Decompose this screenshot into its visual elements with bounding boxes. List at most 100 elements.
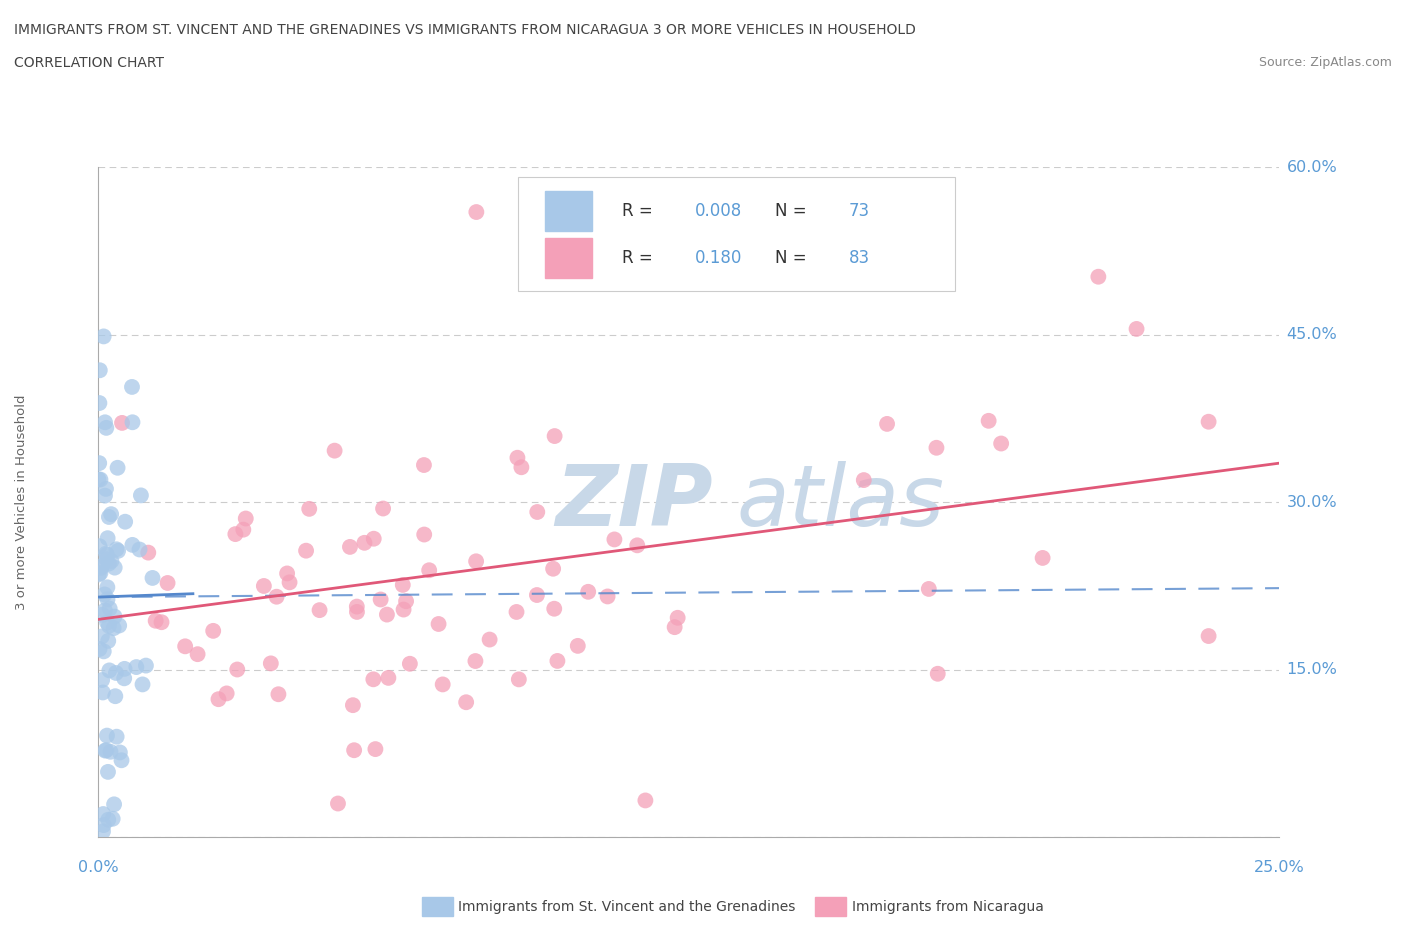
Point — [129, 488, 152, 503]
Text: 30.0%: 30.0% — [1286, 495, 1337, 510]
Point — [107, 460, 129, 475]
Point — [108, 618, 131, 633]
Point — [323, 444, 346, 458]
Point — [207, 692, 229, 707]
Point — [666, 610, 689, 625]
Point — [567, 638, 589, 653]
Point — [465, 554, 488, 569]
Text: 0.008: 0.008 — [695, 202, 742, 219]
Text: 15.0%: 15.0% — [1286, 662, 1337, 677]
Point — [91, 824, 114, 839]
Point — [526, 505, 548, 520]
Point — [596, 589, 619, 604]
Point — [94, 743, 117, 758]
Point — [413, 458, 436, 472]
Point — [93, 587, 115, 602]
Point — [276, 566, 298, 581]
Point — [89, 565, 111, 580]
Point — [432, 677, 454, 692]
Point — [108, 745, 131, 760]
Point — [510, 459, 533, 474]
Point — [202, 623, 225, 638]
Point — [96, 548, 118, 563]
Point — [464, 654, 486, 669]
Point — [89, 395, 111, 410]
Text: 45.0%: 45.0% — [1286, 327, 1337, 342]
Point — [876, 417, 898, 432]
Point — [94, 482, 117, 497]
Point — [107, 543, 129, 558]
Point — [103, 797, 125, 812]
Point — [506, 450, 529, 465]
Point — [174, 639, 197, 654]
Point — [97, 633, 120, 648]
Point — [98, 601, 121, 616]
Point — [927, 666, 949, 681]
Point — [603, 532, 626, 547]
Point — [626, 538, 648, 552]
Point — [427, 617, 450, 631]
Point — [977, 413, 1000, 428]
Point — [91, 672, 114, 687]
Text: CORRELATION CHART: CORRELATION CHART — [14, 56, 165, 70]
Point — [94, 488, 117, 503]
Point — [925, 440, 948, 455]
FancyBboxPatch shape — [517, 178, 955, 291]
Bar — [546, 191, 592, 231]
Point — [91, 607, 114, 622]
Point — [342, 698, 364, 712]
Point — [96, 420, 118, 435]
Point — [543, 602, 565, 617]
Point — [105, 542, 128, 557]
Text: 25.0%: 25.0% — [1254, 860, 1305, 875]
Text: IMMIGRANTS FROM ST. VINCENT AND THE GRENADINES VS IMMIGRANTS FROM NICARAGUA 3 OR: IMMIGRANTS FROM ST. VINCENT AND THE GREN… — [14, 23, 915, 37]
Point — [128, 542, 150, 557]
Point — [101, 811, 124, 826]
Point — [346, 604, 368, 619]
Point — [90, 629, 112, 644]
Point — [136, 545, 159, 560]
Point — [103, 620, 125, 635]
Text: 3 or more Vehicles in Household: 3 or more Vehicles in Household — [14, 394, 28, 610]
Point — [392, 602, 415, 617]
Bar — [546, 238, 592, 278]
Point — [94, 415, 117, 430]
Point — [395, 593, 418, 608]
Point — [456, 695, 478, 710]
Point — [100, 744, 122, 759]
Point — [505, 604, 527, 619]
Text: Immigrants from Nicaragua: Immigrants from Nicaragua — [852, 899, 1043, 914]
Point — [103, 609, 125, 624]
Point — [96, 615, 118, 630]
Text: Source: ZipAtlas.com: Source: ZipAtlas.com — [1258, 56, 1392, 69]
Point — [232, 523, 254, 538]
Point — [93, 329, 115, 344]
Point — [260, 656, 283, 671]
Point — [353, 536, 375, 551]
Point — [89, 456, 111, 471]
Text: R =: R = — [621, 202, 658, 219]
Point — [1198, 629, 1220, 644]
Point — [104, 689, 127, 704]
Point — [150, 615, 173, 630]
Point — [543, 429, 565, 444]
Point — [87, 567, 110, 582]
Point — [87, 472, 110, 486]
Point — [112, 671, 135, 685]
Point — [96, 728, 118, 743]
Point — [89, 363, 111, 378]
Point — [852, 472, 875, 487]
Point — [110, 752, 132, 767]
Point — [97, 556, 120, 571]
Point — [371, 501, 394, 516]
Point — [156, 576, 179, 591]
Point — [664, 619, 686, 634]
Text: 73: 73 — [848, 202, 869, 219]
Point — [89, 642, 111, 657]
Point — [131, 677, 153, 692]
Point — [97, 618, 120, 633]
Point — [96, 591, 118, 606]
Point — [125, 659, 148, 674]
Point — [1032, 551, 1054, 565]
Point — [141, 570, 163, 585]
